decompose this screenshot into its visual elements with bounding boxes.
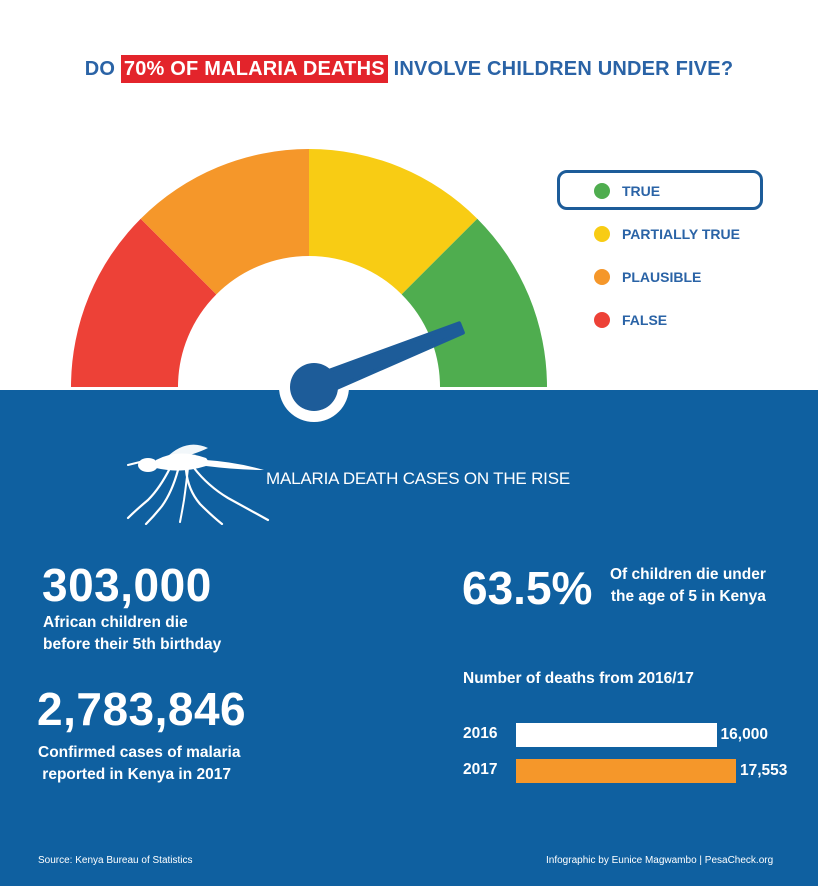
under-five-share-line1: Of children die under <box>610 566 766 583</box>
gauge-needle <box>279 321 465 422</box>
under-five-share-description: Of children die under the age of 5 in Ken… <box>610 564 766 608</box>
legend-label-plausible: PLAUSIBLE <box>622 269 702 285</box>
legend-item-true: TRUE <box>594 181 660 201</box>
legend-item-false: FALSE <box>594 310 667 330</box>
bar-2016 <box>516 723 717 747</box>
children-deaths-value: 303,000 <box>42 559 212 611</box>
credit-note: Infographic by Eunice Magwambo | PesaChe… <box>546 855 774 866</box>
bar-category-2017: 2017 <box>463 761 498 778</box>
legend-dot-false <box>594 312 610 328</box>
bar-2017 <box>516 759 736 783</box>
children-deaths-line1: African children die <box>43 614 188 631</box>
under-five-share-line2: the age of 5 in Kenya <box>610 588 766 605</box>
under-five-share-value: 63.5% <box>462 562 593 614</box>
confirmed-cases-description: Confirmed cases of malaria reported in K… <box>38 742 240 786</box>
rise-headline: MALARIA DEATH CASES ON THE RISE <box>266 469 570 488</box>
mosquito-icon <box>126 444 270 525</box>
confirmed-cases-line2: reported in Kenya in 2017 <box>38 766 231 783</box>
stats-panel <box>0 390 818 886</box>
headline-prefix: DO <box>84 58 116 80</box>
source-note: Source: Kenya Bureau of Statistics <box>38 855 193 866</box>
needle-hub <box>290 363 338 411</box>
bar-value-2016: 16,000 <box>720 726 768 743</box>
headline-suffix: INVOLVE CHILDREN UNDER FIVE? <box>393 58 734 80</box>
verdict-gauge <box>71 149 547 387</box>
confirmed-cases-value: 2,783,846 <box>37 683 247 735</box>
legend-item-partially-true: PARTIALLY TRUE <box>594 224 740 244</box>
legend-item-plausible: PLAUSIBLE <box>594 267 701 287</box>
legend-dot-plausible <box>594 269 610 285</box>
confirmed-cases-line1: Confirmed cases of malaria <box>38 744 241 761</box>
gauge-segment-plausible <box>140 149 309 295</box>
legend-selected-frame <box>557 170 763 210</box>
headline: DO 70% OF MALARIA DEATHS INVOLVE CHILDRE… <box>0 55 818 83</box>
deaths-chart-title: Number of deaths from 2016/17 <box>463 670 694 687</box>
headline-highlight: 70% OF MALARIA DEATHS <box>120 55 388 83</box>
bar-category-2016: 2016 <box>463 725 498 742</box>
children-deaths-line2: before their 5th birthday <box>43 636 222 653</box>
legend-label-false: FALSE <box>622 312 668 328</box>
gauge-segment-partially-true <box>309 149 478 295</box>
legend-label-true: TRUE <box>622 183 661 199</box>
legend-dot-true <box>594 183 610 199</box>
legend-dot-partially-true <box>594 226 610 242</box>
legend-label-partially-true: PARTIALLY TRUE <box>622 226 740 242</box>
children-deaths-description: African children die before their 5th bir… <box>43 612 221 656</box>
bar-value-2017: 17,553 <box>740 762 788 779</box>
gauge-segment-false <box>71 218 217 387</box>
